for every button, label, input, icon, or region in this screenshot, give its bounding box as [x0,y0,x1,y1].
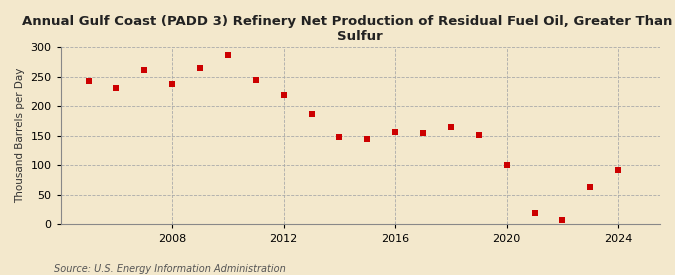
Point [223,53,234,57]
Point [473,132,484,137]
Point [529,211,540,215]
Point [446,125,456,129]
Text: Source: U.S. Energy Information Administration: Source: U.S. Energy Information Administ… [54,264,286,274]
Point [502,163,512,167]
Point [306,112,317,117]
Y-axis label: Thousand Barrels per Day: Thousand Barrels per Day [15,68,25,204]
Point [83,78,94,83]
Point [418,131,429,135]
Point [557,218,568,222]
Point [613,168,624,172]
Point [334,135,345,140]
Point [167,81,178,86]
Point [139,68,150,72]
Point [250,78,261,82]
Title: Annual Gulf Coast (PADD 3) Refinery Net Production of Residual Fuel Oil, Greater: Annual Gulf Coast (PADD 3) Refinery Net … [22,15,675,43]
Point [389,129,400,134]
Point [278,93,289,97]
Point [111,86,122,90]
Point [194,66,205,70]
Point [362,137,373,141]
Point [585,185,596,189]
